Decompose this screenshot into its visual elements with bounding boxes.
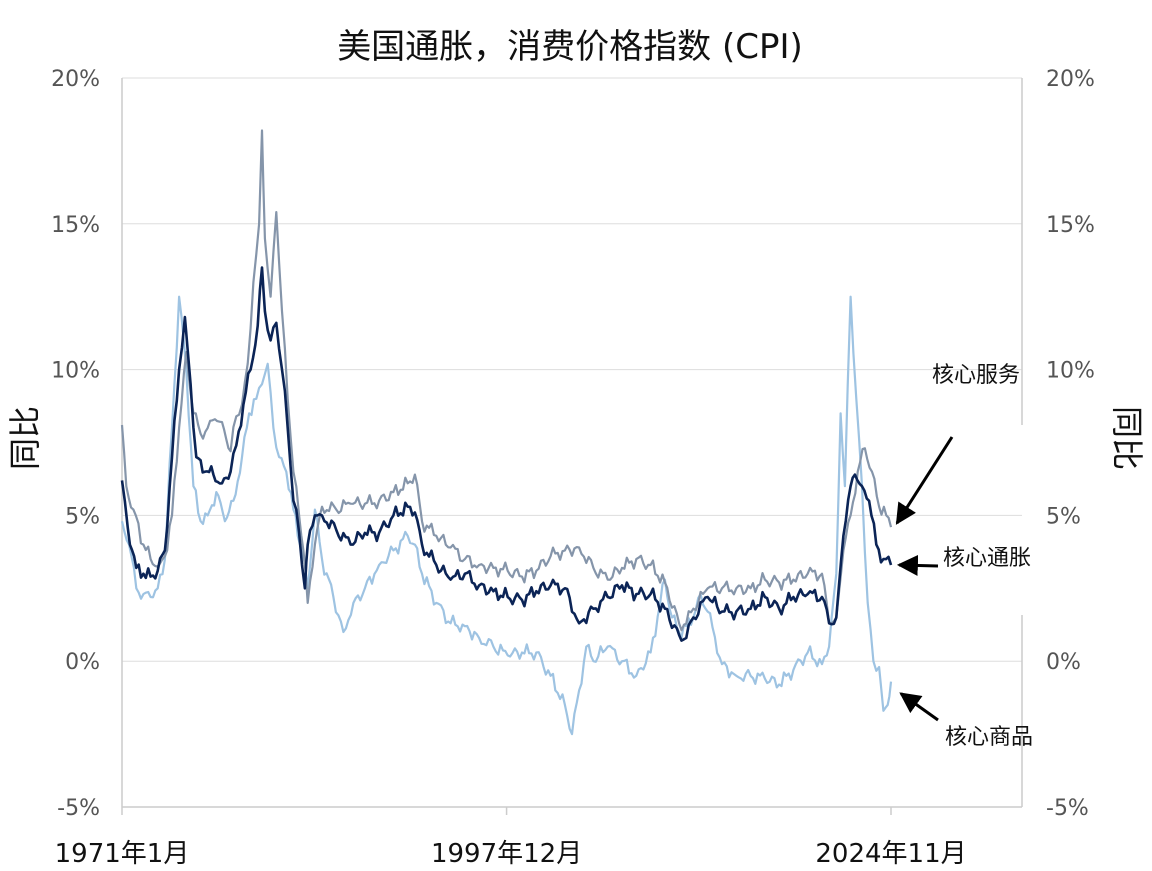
series-line-goods [120,295,893,736]
y-tick-label-left: 15% [51,213,100,238]
y-tick-label-right: 15% [1046,213,1095,238]
y-tick-label-left: 5% [65,504,100,529]
y-tick-label-right: 10% [1046,359,1095,384]
series-layer [120,129,893,736]
y-tick-label-right: 5% [1046,504,1081,529]
y-tick-label-left: 10% [51,359,100,384]
grid [121,77,1023,808]
y-tick-label-left: 20% [51,67,100,92]
chart-title: 美国通胀，消费价格指数 (CPI) [337,27,803,67]
annotation-arrow-services [895,436,954,525]
series-line-services [120,129,893,632]
y-tick-label-left: 0% [65,650,100,675]
y-tick-label-right: -5% [1046,796,1089,821]
x-tick-label: 2024年11月 [815,839,966,869]
y-axis-label-left: 同比 [6,406,44,470]
y-tick-label-left: -5% [57,796,100,821]
y-axis-right: -5% 0% 5% 10% 15% 20% [1046,67,1095,821]
annotation-arrow-goods [899,692,939,722]
x-tick-label: 1997年12月 [431,839,582,869]
annotation-goods: 核心商品 [945,725,1033,750]
series-line-core [120,266,893,642]
y-tick-label-right: 0% [1046,650,1081,675]
x-tick-label: 1971年1月 [55,839,190,869]
x-axis: 1971年1月 1997年12月 2024年11月 [55,807,967,869]
y-tick-label-right: 20% [1046,67,1095,92]
annotation-arrow-core [896,554,939,576]
y-axis-label-right: 同比 [1108,406,1146,470]
annotation-services: 核心服务 [932,363,1020,388]
y-axis-left: -5% 0% 5% 10% 15% 20% [51,67,100,821]
annotation-core: 核心通胀 [943,546,1031,571]
